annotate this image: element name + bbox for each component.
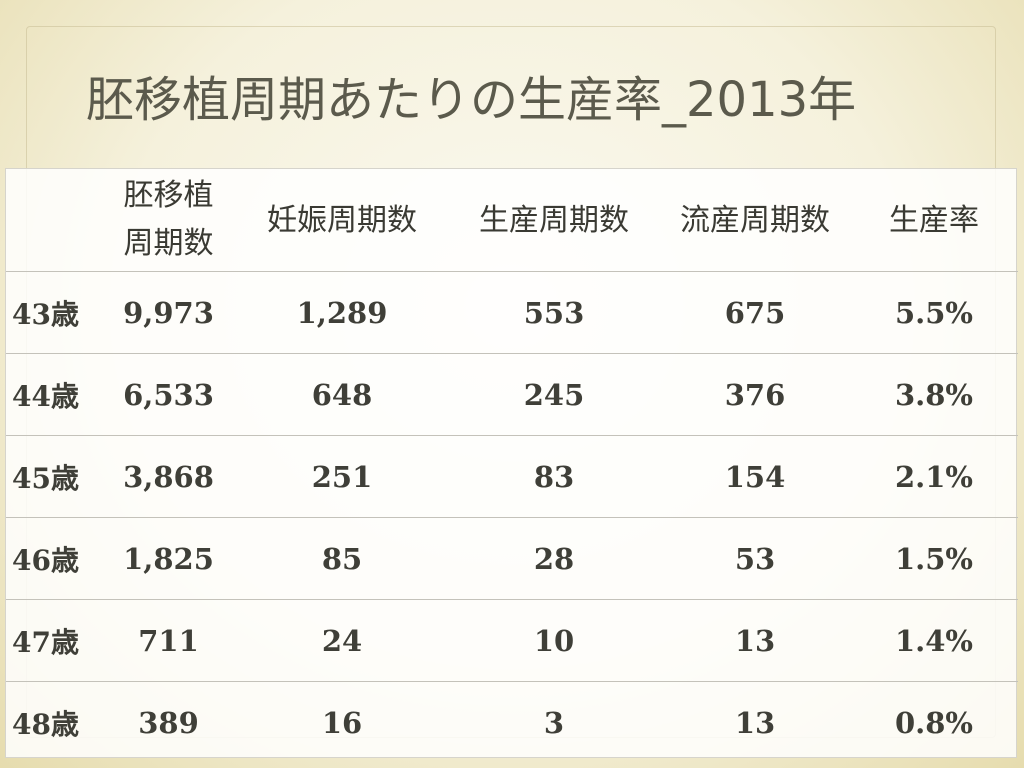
- cell-pregnancy-cycles: 16: [321, 705, 363, 740]
- header-row-label: [6, 169, 101, 272]
- cell-live-birth-cycles: 3: [543, 705, 565, 740]
- row-age-label: 45歳: [6, 435, 101, 518]
- cell-transfer-cycles: 3,868: [101, 435, 236, 518]
- cell-live-birth-rate: 3.8%: [850, 353, 1018, 436]
- row-age-label: 48歳: [12, 707, 79, 741]
- cell-transfer-cycles: 1,825: [101, 517, 236, 600]
- cell-live-birth-cycles: 10: [448, 599, 660, 682]
- row-age-label: 44歳: [6, 353, 101, 436]
- header-miscarriage-cycles: 流産周期数: [660, 169, 850, 272]
- cell-live-birth-rate: 5.5%: [850, 271, 1018, 354]
- cell-pregnancy-cycles: 1,289: [236, 271, 448, 354]
- header-transfer-cycles-label: 胚移植周期数: [123, 178, 214, 261]
- data-table: 胚移植周期数 妊娠周期数 生産周期数 流産周期数 生産率 43歳 9,973 1…: [6, 169, 1018, 763]
- cell-live-birth-cycles: 83: [448, 435, 660, 518]
- cell-miscarriage-cycles: 154: [660, 435, 850, 518]
- cell-live-birth-cycles: 245: [448, 353, 660, 436]
- cell-miscarriage-cycles: 13: [660, 599, 850, 682]
- table-body: 43歳 9,973 1,289 553 675 5.5% 44歳 6,533 6…: [6, 271, 1018, 764]
- cell-pregnancy-cycles: 251: [236, 435, 448, 518]
- cell-live-birth-rate: 2.1%: [850, 435, 1018, 518]
- cell-live-birth-rate: 1.5%: [850, 517, 1018, 600]
- data-table-container: 胚移植周期数 妊娠周期数 生産周期数 流産周期数 生産率 43歳 9,973 1…: [5, 168, 1018, 758]
- cell-pregnancy-cycles: 85: [236, 517, 448, 600]
- table-row: 46歳 1,825 85 28 53 1.5%: [6, 517, 1018, 600]
- table-row: 45歳 3,868 251 83 154 2.1%: [6, 435, 1018, 518]
- row-age-label: 46歳: [6, 517, 101, 600]
- slide-title: 胚移植周期あたりの生産率_2013年: [86, 72, 857, 128]
- cell-pregnancy-cycles: 24: [236, 599, 448, 682]
- cell-live-birth-rate: 0.8%: [894, 705, 973, 740]
- table-row: 48歳 389 16 3 13 0.8%: [6, 682, 1018, 764]
- header-transfer-cycles: 胚移植周期数: [101, 169, 236, 272]
- row-age-label: 43歳: [6, 271, 101, 354]
- cell-transfer-cycles: 6,533: [101, 353, 236, 436]
- row-age-label: 47歳: [6, 599, 101, 682]
- table-header-row: 胚移植周期数 妊娠周期数 生産周期数 流産周期数 生産率: [6, 169, 1018, 272]
- cell-pregnancy-cycles: 648: [236, 353, 448, 436]
- cell-transfer-cycles: 711: [101, 599, 236, 682]
- header-pregnancy-cycles: 妊娠周期数: [236, 169, 448, 272]
- cell-miscarriage-cycles: 675: [660, 271, 850, 354]
- table-row: 47歳 711 24 10 13 1.4%: [6, 599, 1018, 682]
- table-row: 44歳 6,533 648 245 376 3.8%: [6, 353, 1018, 436]
- header-live-birth-rate: 生産率: [850, 169, 1018, 272]
- cell-miscarriage-cycles: 53: [660, 517, 850, 600]
- cell-transfer-cycles: 9,973: [101, 271, 236, 354]
- cell-miscarriage-cycles: 376: [660, 353, 850, 436]
- cell-miscarriage-cycles: 13: [734, 705, 776, 740]
- cell-live-birth-rate: 1.4%: [850, 599, 1018, 682]
- cell-live-birth-cycles: 553: [448, 271, 660, 354]
- cell-live-birth-cycles: 28: [448, 517, 660, 600]
- header-live-birth-cycles: 生産周期数: [448, 169, 660, 272]
- table-row: 43歳 9,973 1,289 553 675 5.5%: [6, 271, 1018, 354]
- cell-transfer-cycles: 389: [138, 705, 199, 740]
